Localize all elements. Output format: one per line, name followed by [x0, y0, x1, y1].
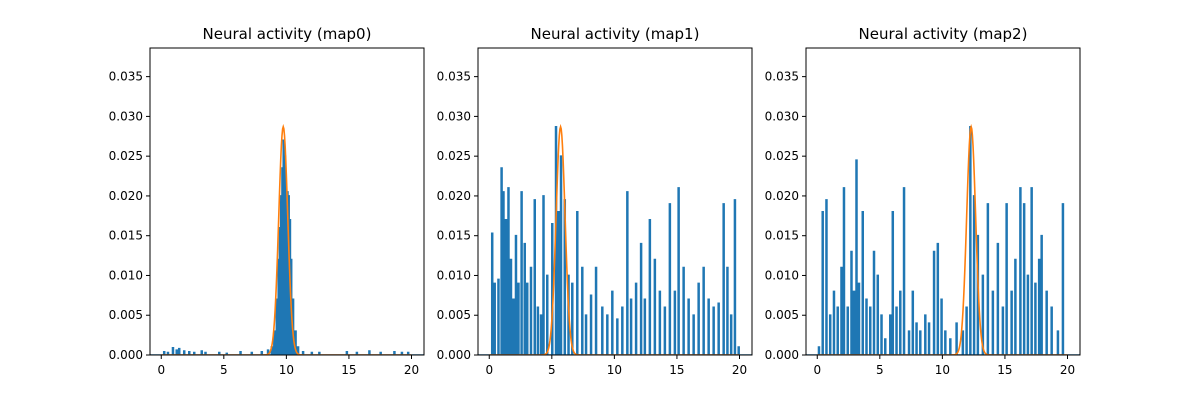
y-tick-label: 0.010 — [109, 268, 143, 282]
y-tick-label: 0.025 — [765, 149, 799, 163]
x-tick-label: 5 — [548, 363, 556, 377]
x-tick-label: 15 — [669, 363, 684, 377]
y-tick-label: 0.015 — [437, 229, 471, 243]
y-tick-label: 0.020 — [437, 189, 471, 203]
chart-title: Neural activity (map2) — [859, 25, 1028, 43]
y-tick-label: 0.035 — [437, 70, 471, 84]
y-tick-label: 0.015 — [765, 229, 799, 243]
chart-title: Neural activity (map0) — [203, 25, 372, 43]
panels: 0 5 10 15 20 0.000 0.005 0.010 0.015 0.020 0.025 0.… — [109, 25, 1081, 377]
x-tick-label: 0 — [485, 363, 493, 377]
plot-area — [478, 123, 752, 355]
y-tick-label: 0.025 — [109, 149, 143, 163]
activity-series-line — [806, 125, 1080, 355]
x-tick-label: 15 — [997, 363, 1012, 377]
plot-area — [806, 123, 1080, 355]
y-tick-label: 0.005 — [765, 308, 799, 322]
y-tick-label: 0.030 — [765, 109, 799, 123]
y-tick-label: 0.005 — [437, 308, 471, 322]
axes-frame — [805, 47, 1081, 356]
chart-panel-2: 0 5 10 15 20 0.000 0.005 0.010 0.015 0.020 0.025 0.… — [765, 25, 1081, 377]
x-tick-label: 20 — [1060, 363, 1075, 377]
x-tick-label: 5 — [220, 363, 228, 377]
chart-panel-1: 0 5 10 15 20 0.000 0.005 0.010 0.015 0.020 0.025 0.… — [437, 25, 753, 377]
y-tick-label: 0.025 — [437, 149, 471, 163]
y-tick-label: 0.010 — [765, 268, 799, 282]
axes-frame — [149, 47, 425, 356]
chart-panel-0: 0 5 10 15 20 0.000 0.005 0.010 0.015 0.020 0.025 0.… — [109, 25, 425, 377]
y-tick-label: 0.035 — [109, 70, 143, 84]
x-tick-label: 10 — [935, 363, 950, 377]
y-tick-label: 0.020 — [765, 189, 799, 203]
x-tick-label: 0 — [157, 363, 165, 377]
y-tick-label: 0.010 — [437, 268, 471, 282]
plot-area — [150, 123, 424, 355]
chart-title: Neural activity (map1) — [531, 25, 700, 43]
activity-series-line — [150, 139, 424, 355]
y-tick-label: 0.000 — [109, 348, 143, 362]
axes-frame — [477, 47, 753, 356]
y-tick-label: 0.030 — [109, 109, 143, 123]
activity-series-line — [478, 125, 752, 355]
x-tick-label: 20 — [404, 363, 419, 377]
y-tick-label: 0.015 — [109, 229, 143, 243]
y-tick-label: 0.030 — [437, 109, 471, 123]
y-tick-label: 0.000 — [437, 348, 471, 362]
x-tick-label: 15 — [341, 363, 356, 377]
x-tick-label: 10 — [607, 363, 622, 377]
y-tick-label: 0.020 — [109, 189, 143, 203]
y-tick-label: 0.000 — [765, 348, 799, 362]
x-tick-label: 5 — [876, 363, 884, 377]
x-tick-label: 20 — [732, 363, 747, 377]
y-tick-label: 0.035 — [765, 70, 799, 84]
x-tick-label: 0 — [813, 363, 821, 377]
x-tick-label: 10 — [279, 363, 294, 377]
gaussian-series-line — [161, 123, 412, 355]
y-tick-label: 0.005 — [109, 308, 143, 322]
